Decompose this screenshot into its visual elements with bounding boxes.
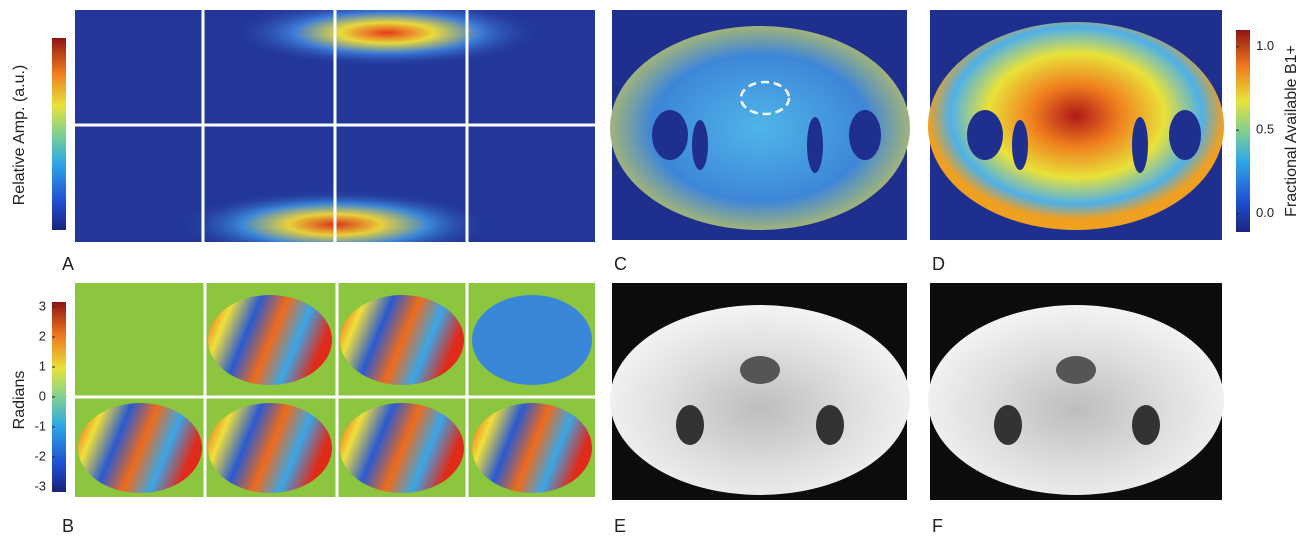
- panel-d-image: [928, 10, 1224, 240]
- colorbar-amp: [52, 38, 66, 230]
- panel-label: A: [62, 254, 74, 274]
- tick-label: 0.0: [1256, 205, 1274, 220]
- panel-label: E: [614, 516, 626, 536]
- tick-label: -3: [34, 478, 46, 493]
- tick-label: 0.5: [1256, 122, 1274, 137]
- tick-label: 1.0: [1256, 38, 1274, 53]
- colorbar-label: Radians: [11, 371, 28, 430]
- colorbar-label: Fractional Available B1+: [1283, 45, 1300, 217]
- tick-label: -1: [34, 418, 46, 433]
- panel-label: B: [62, 516, 74, 536]
- panel-b-images: [75, 283, 595, 497]
- figure: Relative Amp. (a.u.) Radians Fractional …: [0, 0, 1304, 538]
- colorbar-label: Relative Amp. (a.u.): [11, 65, 28, 206]
- tick-label: 3: [39, 299, 46, 314]
- panel-e-image: [610, 283, 910, 500]
- panel-label: D: [932, 254, 945, 274]
- colorbar-b1: [1236, 30, 1250, 232]
- page: {"panels": [{"label": "A"}, {"label": "B…: [0, 0, 1304, 538]
- tick-label: 0: [39, 388, 46, 403]
- panel-f-image: [928, 283, 1224, 500]
- panel-a-images: [75, 10, 595, 242]
- tick-label: -2: [34, 448, 46, 463]
- tick-label: 1: [39, 358, 46, 373]
- panel-label: C: [614, 254, 627, 274]
- tick-label: 2: [39, 329, 46, 344]
- panel-c-image: [610, 10, 910, 240]
- panel-label: F: [932, 516, 943, 536]
